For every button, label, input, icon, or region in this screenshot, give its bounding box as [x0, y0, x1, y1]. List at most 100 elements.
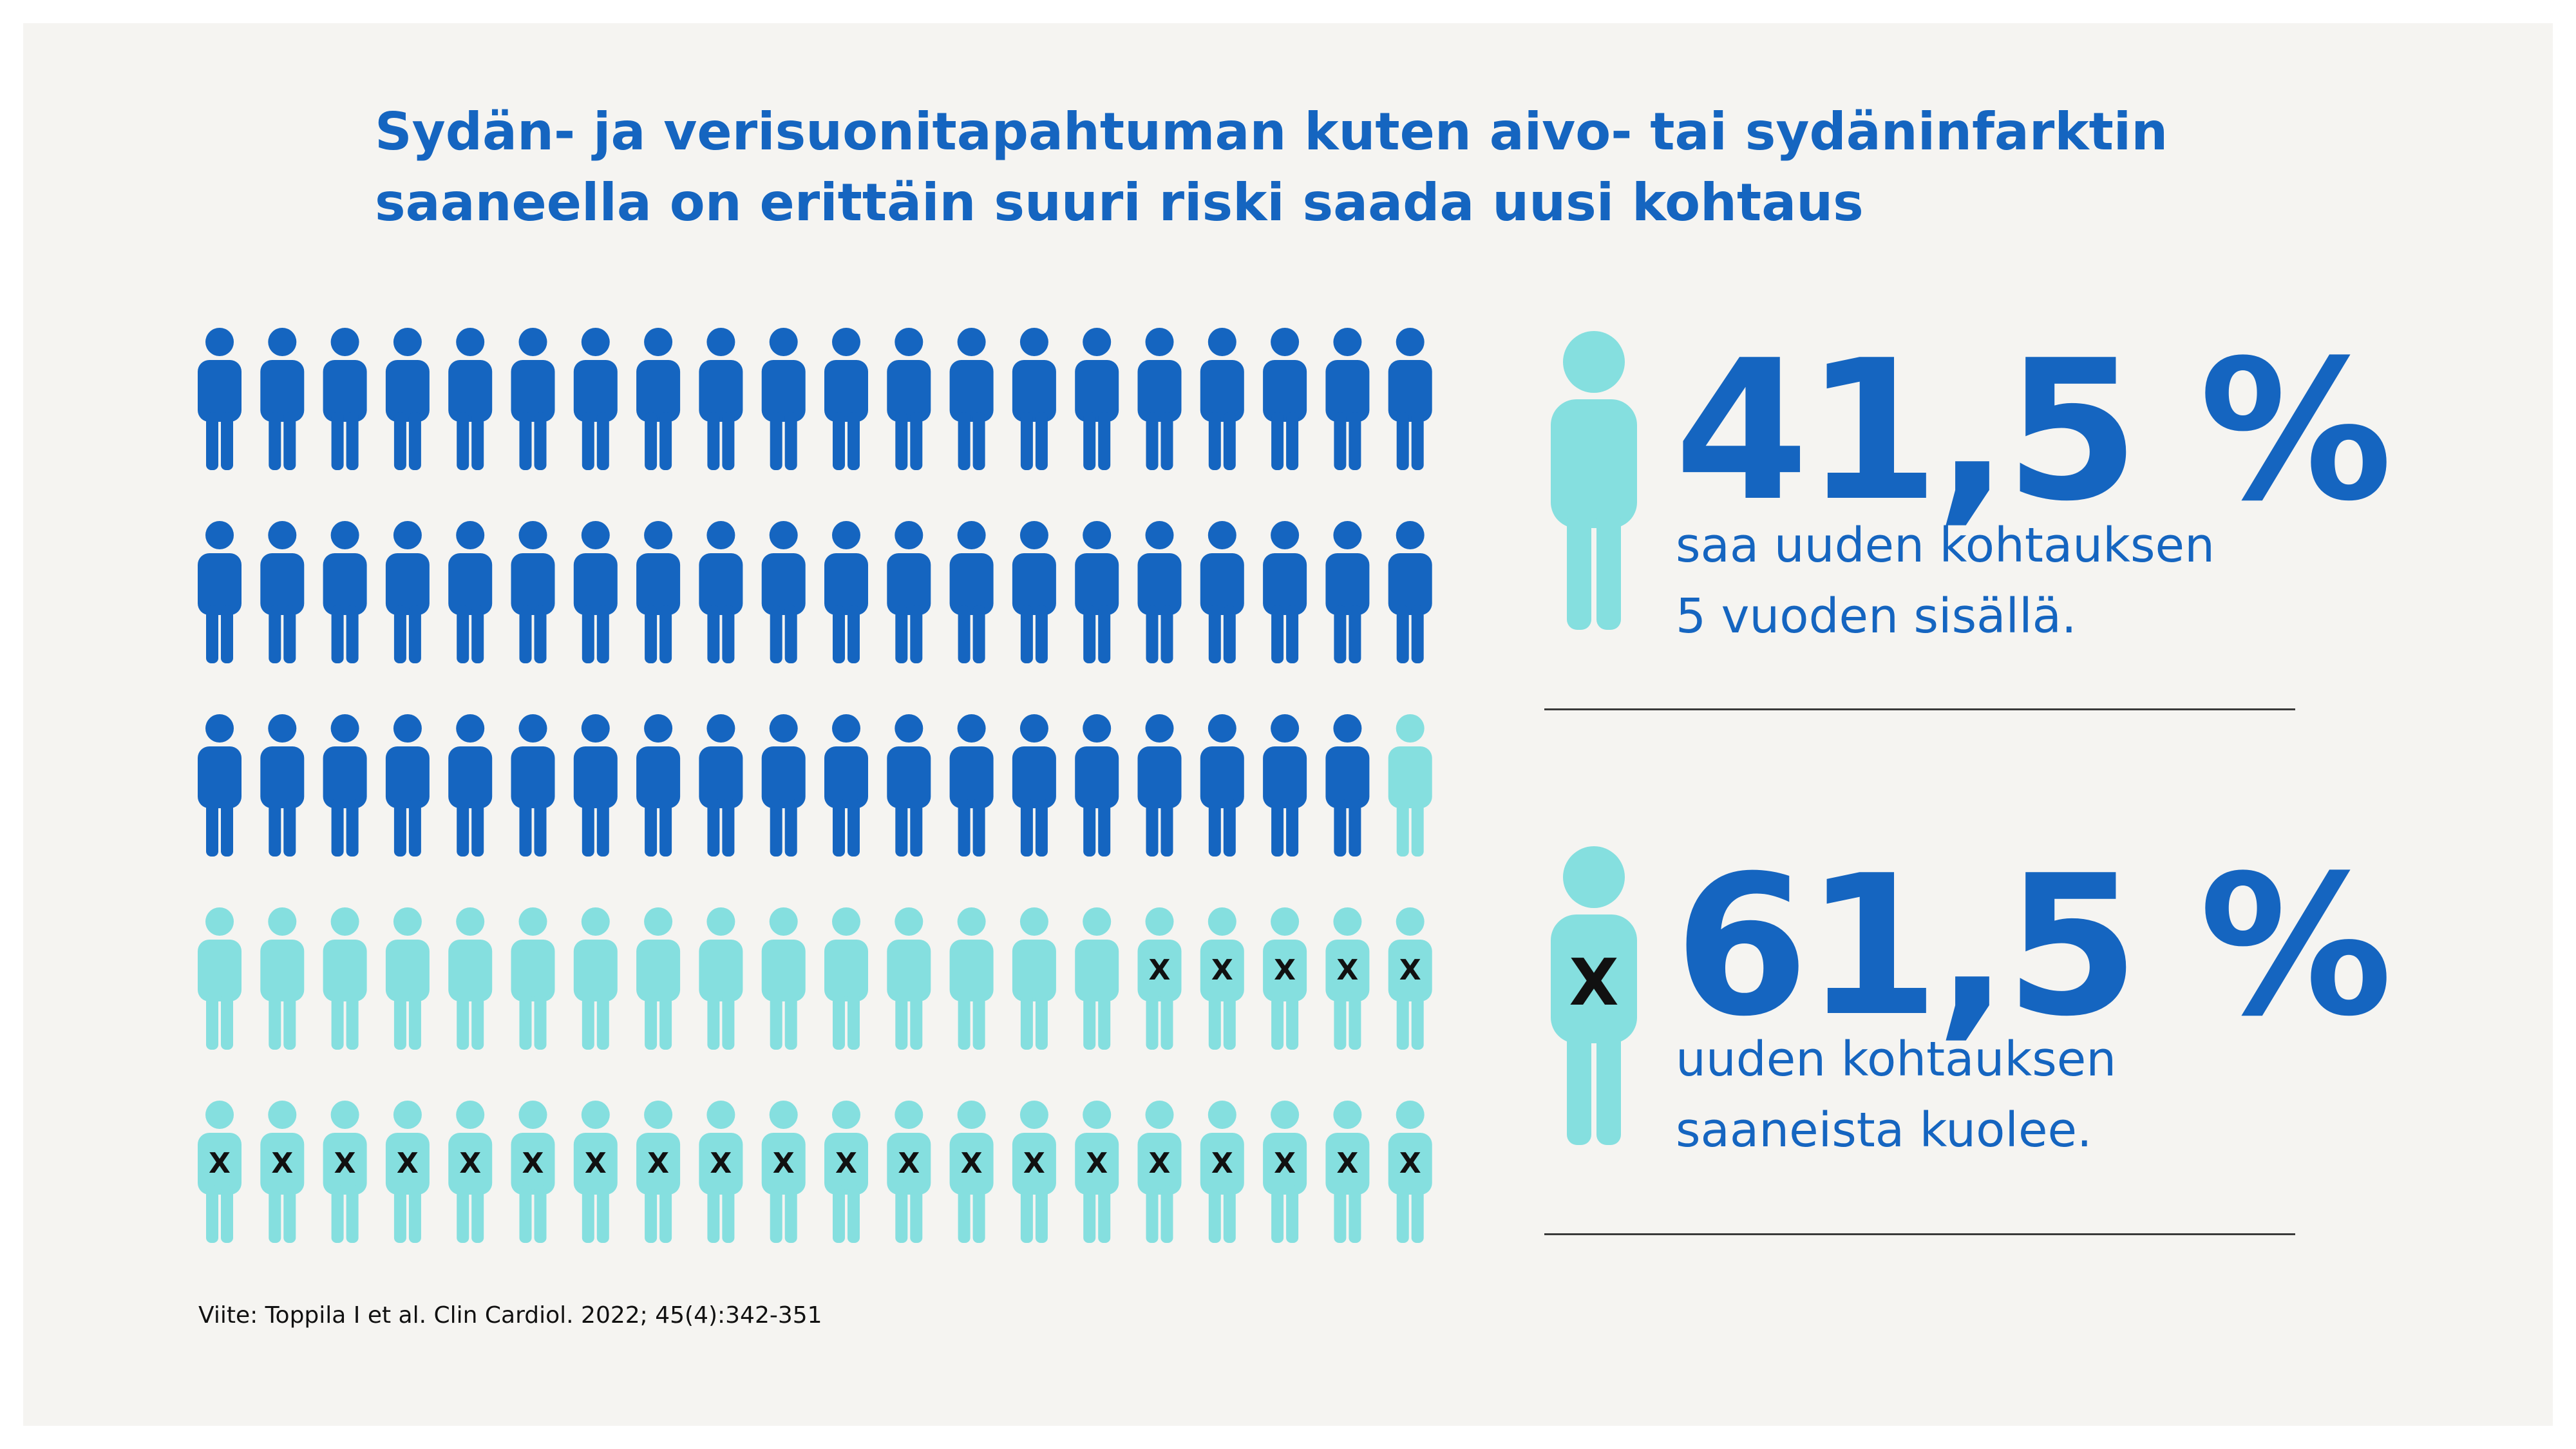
x-mark: X — [647, 1147, 669, 1180]
person-icon-no-event — [1263, 328, 1307, 470]
person-icon-no-event — [1263, 714, 1307, 857]
person-icon-died: X — [1325, 1101, 1370, 1243]
person-icon-new-event — [824, 907, 868, 1050]
person-icon-new-event — [1388, 714, 1432, 857]
person-icon-died: X — [1263, 907, 1307, 1050]
person-icon-new-event — [699, 907, 743, 1050]
x-mark: X — [1023, 1147, 1045, 1180]
x-mark: X — [1149, 1147, 1171, 1180]
person-icon-no-event — [573, 328, 618, 470]
person-icon-new-event — [511, 907, 555, 1050]
divider-1 — [1544, 708, 2295, 710]
person-icon-no-event — [1137, 714, 1182, 857]
person-icon-died: X — [323, 1101, 367, 1243]
infographic-title: Sydän- ja verisuonitapahtuman kuten aivo… — [375, 97, 2307, 238]
stat-value-mortality: 61,5 % — [1674, 834, 2392, 1059]
person-icon-no-event — [887, 714, 931, 857]
person-icon-no-event — [1075, 714, 1119, 857]
person-icon-died: X — [824, 1101, 868, 1243]
x-mark: X — [1211, 1147, 1233, 1180]
person-icon-died: X — [198, 1101, 242, 1243]
x-mark: X — [459, 1147, 481, 1180]
person-icon-died: X — [1137, 1101, 1182, 1243]
person-icon-no-event — [385, 714, 430, 857]
x-mark: X — [1336, 1147, 1358, 1180]
person-icon-no-event — [1012, 328, 1056, 470]
stat-desc-line-1: uuden kohtauksen — [1676, 1032, 2117, 1087]
x-mark: X — [585, 1147, 607, 1180]
x-mark: X — [522, 1147, 544, 1180]
person-icon-no-event — [385, 521, 430, 663]
x-mark: X — [1399, 1147, 1421, 1180]
person-icon-new-event — [448, 907, 493, 1050]
person-icon-no-event — [1325, 521, 1370, 663]
x-mark: X — [1149, 954, 1171, 987]
person-icon-no-event — [761, 328, 806, 470]
person-icon-no-event — [1137, 328, 1182, 470]
stat-desc-line-1: saa uuden kohtauksen — [1676, 518, 2215, 573]
person-icon-no-event — [511, 714, 555, 857]
person-icon-died: X — [636, 1101, 681, 1243]
person-icon-no-event — [949, 714, 994, 857]
x-mark: X — [1336, 954, 1358, 987]
x-mark: X — [898, 1147, 920, 1180]
person-icon-no-event — [636, 328, 681, 470]
person-icon-no-event — [1388, 521, 1432, 663]
person-icon-no-event — [1200, 521, 1244, 663]
person-icon-no-event — [573, 714, 618, 857]
person-icon-no-event — [511, 328, 555, 470]
person-icon-no-event — [949, 328, 994, 470]
person-icon-no-event — [323, 714, 367, 857]
person-icon-new-event — [323, 907, 367, 1050]
person-icon-died: X — [1388, 1101, 1432, 1243]
person-icon-no-event — [1200, 714, 1244, 857]
person-icon-no-event — [1325, 328, 1370, 470]
person-icon-no-event — [260, 714, 305, 857]
person-icon-no-event — [1012, 714, 1056, 857]
person-icon-no-event — [448, 521, 493, 663]
stat-desc-line-2: saaneista kuolee. — [1676, 1103, 2092, 1158]
person-icon-no-event — [198, 328, 242, 470]
person-icon-new-event — [887, 907, 931, 1050]
person-icon-new-event — [761, 907, 806, 1050]
x-mark: X — [773, 1147, 795, 1180]
person-icon-no-event — [636, 714, 681, 857]
person-icon-new-event — [260, 907, 305, 1050]
person-icon-no-event — [1263, 521, 1307, 663]
stat-desc-mortality: uuden kohtauksen saaneista kuolee. — [1676, 1024, 2116, 1166]
x-mark: X — [1211, 954, 1233, 987]
person-icon-died: X — [887, 1101, 931, 1243]
person-icon-died: X — [1012, 1101, 1056, 1243]
person-icon-new-event — [198, 907, 242, 1050]
title-line-2: saaneella on erittäin suuri riski saada … — [375, 173, 1864, 232]
x-mark: X — [710, 1147, 732, 1180]
person-icon-no-event — [1075, 521, 1119, 663]
person-icon-died: X — [761, 1101, 806, 1243]
stat-value-new-event: 41,5 % — [1674, 319, 2392, 544]
person-icon-no-event — [699, 521, 743, 663]
person-icon-no-event — [1388, 328, 1432, 470]
person-icon-died: X — [1137, 907, 1182, 1050]
person-icon-no-event — [448, 328, 493, 470]
x-mark: X — [835, 1147, 857, 1180]
person-icon-no-event — [448, 714, 493, 857]
person-icon-new-event — [573, 907, 618, 1050]
x-mark: X — [1274, 1147, 1296, 1180]
person-icon-no-event — [198, 714, 242, 857]
title-line-1: Sydän- ja verisuonitapahtuman kuten aivo… — [375, 102, 2168, 162]
person-icon-died: X — [448, 1101, 493, 1243]
person-icon-died: X — [1325, 907, 1370, 1050]
x-mark: X — [1399, 954, 1421, 987]
person-icon-no-event — [1012, 521, 1056, 663]
person-icon-new-event — [949, 907, 994, 1050]
person-icon-died: X — [1200, 907, 1244, 1050]
person-icon-no-event — [761, 521, 806, 663]
person-icon-new-event — [1012, 907, 1056, 1050]
person-icon-no-event — [1325, 714, 1370, 857]
person-icon-no-event — [1075, 328, 1119, 470]
person-icon-new-event — [636, 907, 681, 1050]
person-icon-no-event — [323, 521, 367, 663]
stat-person-icon — [1551, 331, 1637, 630]
person-icon-no-event — [824, 521, 868, 663]
